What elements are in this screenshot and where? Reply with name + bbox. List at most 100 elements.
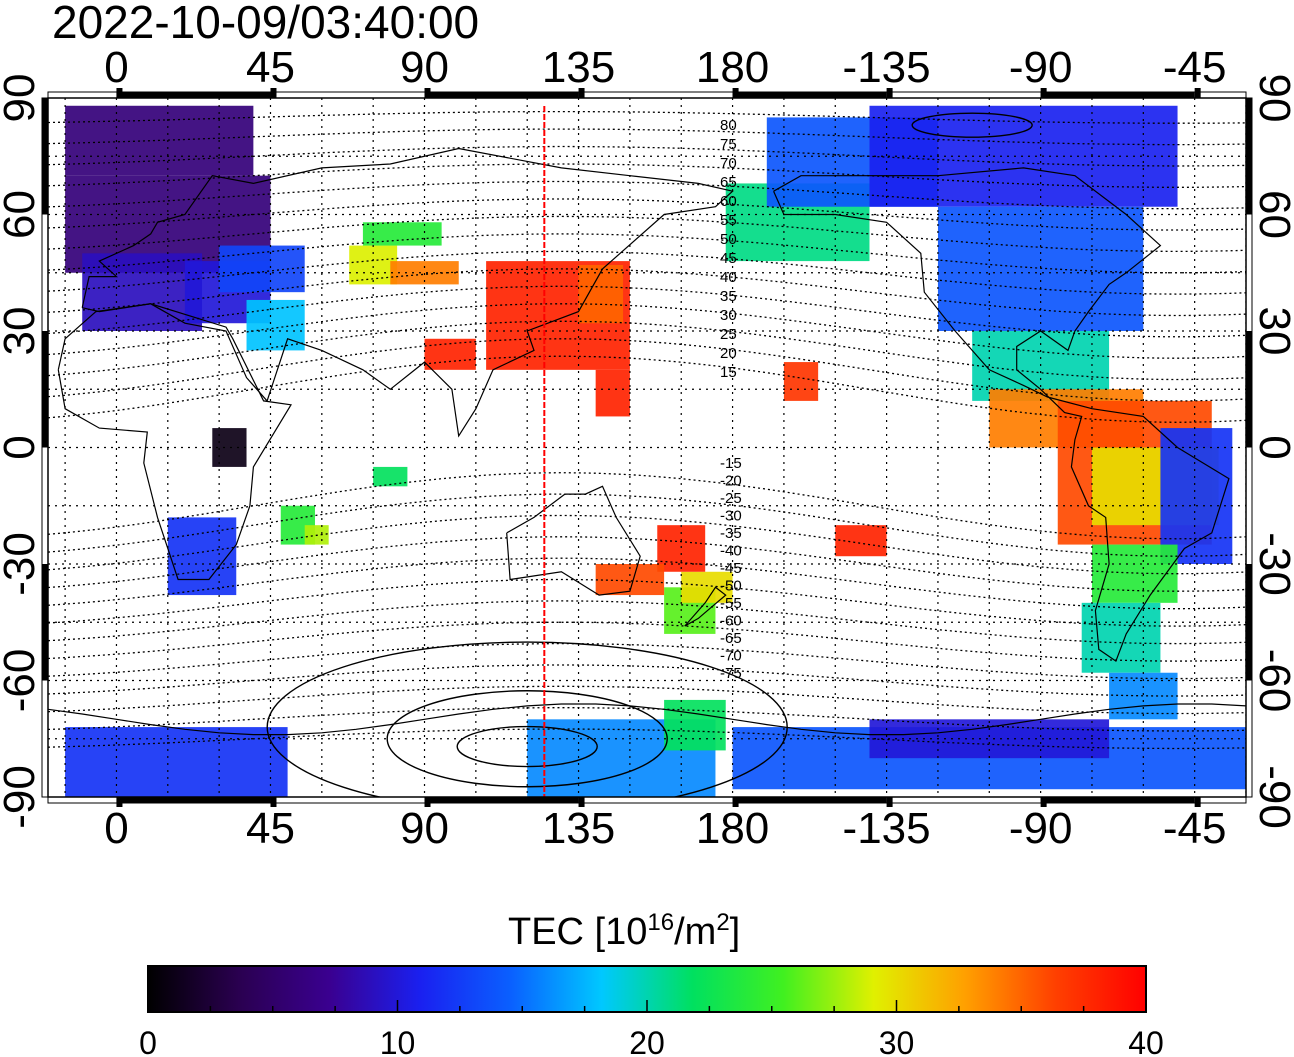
magnetic-contour-line xyxy=(48,493,1246,557)
magnetic-contour-line xyxy=(48,536,1246,592)
magnetic-contour-line xyxy=(48,664,1246,697)
tec-patch xyxy=(390,261,459,285)
tec-patch xyxy=(362,222,442,246)
lon-label-bottom: 180 xyxy=(696,804,769,853)
contour-label: 50 xyxy=(720,231,737,248)
contour-label: 65 xyxy=(720,174,737,191)
frame-bar-fill xyxy=(1040,797,1195,803)
frame-bar-fill xyxy=(1246,98,1252,215)
lat-label-left: -90 xyxy=(0,765,44,829)
magnetic-contour-line xyxy=(48,250,1246,295)
colorbar-tick-label: 20 xyxy=(629,1025,665,1057)
contour-label: 35 xyxy=(720,288,737,305)
frame-tick xyxy=(1194,88,1201,98)
frame-bar-fill xyxy=(424,797,579,803)
lat-label-left: -60 xyxy=(0,649,44,713)
colorbar-tick-label: 40 xyxy=(1128,1025,1164,1057)
coastline xyxy=(506,485,641,596)
contour-label: 40 xyxy=(720,269,737,286)
frame-bar-fill xyxy=(1246,564,1252,681)
frame-bar-fill xyxy=(42,98,48,215)
frame-tick xyxy=(886,88,893,98)
lon-label-top: 135 xyxy=(542,43,615,92)
coastline xyxy=(773,167,1230,663)
contour-label: 30 xyxy=(720,307,737,324)
lon-label-bottom: 90 xyxy=(400,804,449,853)
contour-label: -75 xyxy=(720,665,742,682)
tec-patch xyxy=(681,571,733,603)
lat-label-left: -30 xyxy=(0,532,44,596)
frame-tick xyxy=(578,88,585,98)
contour-label: -60 xyxy=(720,613,742,630)
lon-label-bottom: 135 xyxy=(542,804,615,853)
lon-label-top: 180 xyxy=(696,43,769,92)
frame-bar-fill xyxy=(424,92,579,98)
tec-patch xyxy=(1091,544,1178,603)
magnetic-contour-line xyxy=(48,303,1246,359)
contour-label: -20 xyxy=(720,473,742,490)
contour-label: -50 xyxy=(720,578,742,595)
magnetic-pole-contour xyxy=(386,690,668,788)
frame-bar-fill xyxy=(42,564,48,681)
graticule xyxy=(48,98,1246,797)
magnetic-contour-line xyxy=(48,600,1246,645)
frame-bar-fill xyxy=(1040,92,1195,98)
magnetic-contour-line xyxy=(48,320,1246,381)
contour-label: -40 xyxy=(720,543,742,560)
lon-label-top: 45 xyxy=(246,43,295,92)
lon-label-bottom: -90 xyxy=(1009,804,1073,853)
contour-label: 80 xyxy=(720,117,737,134)
frame-bar-fill xyxy=(732,92,887,98)
lon-label-bottom: 0 xyxy=(104,804,128,853)
tec-patch xyxy=(212,428,247,467)
colorbar-title: TEC [1016/m2] xyxy=(508,900,740,955)
coastlines xyxy=(48,147,1246,736)
magnetic-contour-line xyxy=(48,198,1246,231)
coastline xyxy=(57,303,292,581)
lat-label-right: -60 xyxy=(1250,649,1294,713)
coastline-antarctica xyxy=(48,703,1246,736)
contour-label: -70 xyxy=(720,648,742,665)
magnetic-contour-line xyxy=(48,642,1246,680)
contour-label: 15 xyxy=(720,364,737,381)
lon-label-top: 0 xyxy=(104,43,128,92)
magnetic-pole-contour xyxy=(456,725,598,768)
frame-bar-fill xyxy=(732,797,887,803)
tec-patch xyxy=(595,369,630,417)
magnetic-contour-line xyxy=(48,514,1246,575)
lon-label-top: -90 xyxy=(1009,43,1073,92)
lat-label-right: -30 xyxy=(1250,532,1294,596)
magnetic-contour-line xyxy=(48,233,1246,274)
magnetic-contour-line xyxy=(48,578,1246,627)
lat-label-right: 30 xyxy=(1250,307,1294,356)
tec-patch xyxy=(835,525,887,557)
contour-label: 60 xyxy=(720,193,737,210)
colorbar-tick-label: 30 xyxy=(879,1025,915,1057)
colorbar-title-main: TEC [10 xyxy=(508,911,648,953)
coastline xyxy=(684,586,727,627)
lon-label-bottom: 45 xyxy=(246,804,295,853)
contour-label: -30 xyxy=(720,508,742,525)
magnetic-contour-line xyxy=(48,268,1246,317)
tec-patch xyxy=(783,362,819,401)
frame-bar-fill xyxy=(116,92,271,98)
tec-patch xyxy=(664,699,726,751)
lon-label-top: -45 xyxy=(1163,43,1227,92)
magnetic-contour-line xyxy=(48,557,1246,610)
tec-patch xyxy=(578,264,624,324)
lat-label-right: -90 xyxy=(1250,765,1294,829)
frame-tick xyxy=(270,797,277,807)
lon-label-bottom: -135 xyxy=(843,804,931,853)
frame-bar-fill xyxy=(42,331,48,448)
magnetic-contour-line xyxy=(48,180,1246,210)
timestamp: 2022-10-09/03:40:00 xyxy=(52,0,480,48)
colorbar-title-exponent: 16 xyxy=(647,909,675,936)
lon-label-bottom: -45 xyxy=(1163,804,1227,853)
magnetic-contour-line xyxy=(48,285,1246,338)
frame-tick xyxy=(578,797,585,807)
magnetic-pole-contour xyxy=(911,112,1033,138)
plot-area xyxy=(48,98,1246,797)
lat-label-left: 0 xyxy=(0,435,44,459)
contour-label: -55 xyxy=(720,595,742,612)
